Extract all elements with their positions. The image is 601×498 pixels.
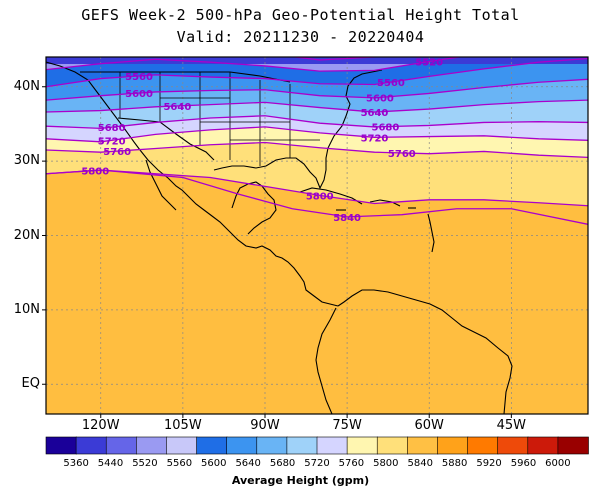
cuba bbox=[299, 187, 363, 205]
contour-label-5760-b: 5760 bbox=[388, 149, 416, 160]
colorbar-level: 5360 bbox=[63, 458, 89, 469]
lon-label: 105W bbox=[164, 418, 202, 433]
band-5480 bbox=[46, 57, 375, 60]
gulf-coast bbox=[213, 69, 383, 190]
contour-5840 bbox=[46, 169, 588, 225]
lat-label: 10N bbox=[13, 301, 40, 317]
colorbar-title: Average Height (gpm) bbox=[231, 474, 370, 487]
us-mexico-border bbox=[117, 117, 215, 161]
colorbar-level: 5880 bbox=[441, 458, 468, 469]
axis-ticks bbox=[42, 86, 512, 418]
contour-5600 bbox=[46, 78, 588, 101]
height-contours bbox=[46, 57, 588, 225]
lon-label: 60W bbox=[414, 418, 444, 433]
contour-5480 bbox=[46, 57, 379, 61]
colorbar-level: 5640 bbox=[235, 458, 261, 469]
colorbar-level: 5800 bbox=[373, 458, 399, 469]
lon-label: 90W bbox=[250, 418, 280, 433]
contour-label-5800-b: 5800 bbox=[306, 191, 334, 202]
contour-5640 bbox=[46, 99, 588, 113]
contour-label-5600: 5600 bbox=[125, 89, 153, 100]
contour-label-5520: 5520 bbox=[415, 57, 443, 68]
lesser-antilles bbox=[427, 213, 435, 253]
colorbar-level: 5440 bbox=[97, 458, 124, 469]
contour-label-5480: 5480 bbox=[125, 40, 153, 51]
contour-label-5720-b: 5720 bbox=[361, 133, 389, 144]
contour-label-5720: 5720 bbox=[98, 136, 126, 147]
lat-label: 30N bbox=[13, 153, 40, 169]
lat-label: EQ bbox=[21, 376, 40, 392]
valid-period: Valid: 20211230 - 20220404 bbox=[176, 28, 425, 46]
colorbar-level: 5600 bbox=[201, 458, 227, 469]
contour-label-5760: 5760 bbox=[103, 147, 131, 158]
colorbar-level: 5920 bbox=[476, 458, 502, 469]
contour-5720 bbox=[46, 126, 588, 143]
contour-label-5840: 5840 bbox=[333, 213, 361, 224]
contour-label-5680-b: 5680 bbox=[372, 123, 400, 134]
south-america-coast bbox=[337, 289, 513, 414]
contour-label-5640-b: 5640 bbox=[361, 108, 389, 119]
lon-label: 120W bbox=[81, 418, 120, 433]
coastlines bbox=[46, 61, 513, 414]
colorbar-level: 5560 bbox=[166, 458, 193, 469]
lat-label: 40N bbox=[13, 78, 40, 94]
contour-label-5800: 5800 bbox=[81, 166, 109, 177]
contour-label-5600-b: 5600 bbox=[366, 93, 394, 104]
contour-5680 bbox=[46, 115, 588, 130]
colorbar-level: 5840 bbox=[407, 458, 433, 469]
colorbar-level: 5960 bbox=[510, 458, 537, 469]
north-america-coast bbox=[46, 61, 339, 307]
south-america-west bbox=[315, 307, 337, 414]
band-5560 bbox=[46, 57, 588, 87]
hispaniola bbox=[369, 199, 401, 207]
contour-5560 bbox=[46, 57, 588, 88]
colorbar-level: 5520 bbox=[132, 458, 158, 469]
contour-5520 bbox=[46, 57, 464, 72]
lat-label: 20N bbox=[13, 227, 40, 243]
contour-label-5640: 5640 bbox=[163, 102, 191, 113]
contour-5800 bbox=[46, 169, 588, 207]
colorbar-level: 6000 bbox=[545, 458, 571, 469]
contour-label-5680: 5680 bbox=[98, 123, 126, 134]
contour-label-5560: 5560 bbox=[125, 72, 153, 83]
contour-label-5560-b: 5560 bbox=[377, 78, 405, 89]
colorbar-level: 5720 bbox=[304, 458, 330, 469]
colorbar-level: 5680 bbox=[269, 458, 296, 469]
band-5440 bbox=[46, 57, 588, 64]
lon-label: 75W bbox=[332, 418, 362, 433]
lon-label: 45W bbox=[496, 418, 527, 433]
chart-title: GEFS Week-2 500-hPa Geo-Potential Height… bbox=[81, 6, 520, 24]
baja-california bbox=[145, 159, 177, 211]
yucatan bbox=[231, 181, 277, 235]
contour-5760 bbox=[46, 141, 588, 159]
colorbar-level: 5760 bbox=[338, 458, 365, 469]
